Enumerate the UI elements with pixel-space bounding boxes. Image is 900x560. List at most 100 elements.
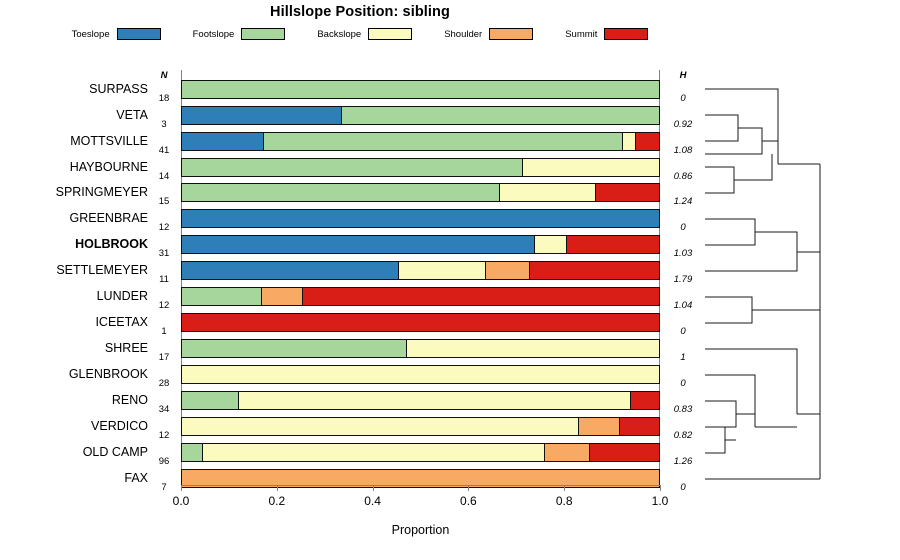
stacked-bar[interactable] xyxy=(181,416,660,436)
bar-segment-footslope[interactable] xyxy=(182,443,203,461)
stacked-bar[interactable] xyxy=(181,313,660,333)
stacked-bar[interactable] xyxy=(181,79,660,99)
stacked-bar[interactable] xyxy=(181,105,660,125)
bar-segment-backslope[interactable] xyxy=(535,236,568,254)
bar-segment-footslope[interactable] xyxy=(182,288,263,306)
bar-row xyxy=(181,157,660,177)
bar-segment-backslope[interactable] xyxy=(202,443,545,461)
n-value: 28 xyxy=(158,378,170,390)
n-column: 18 3 41 14 15 12 31 11 12 1 17 28 34 12 96 7 xyxy=(150,70,178,493)
x-tick xyxy=(276,485,278,491)
bar-segment-backslope[interactable] xyxy=(623,132,636,150)
bar-row xyxy=(181,468,660,488)
bar-segment-summit[interactable] xyxy=(302,288,659,306)
bar-segment-backslope[interactable] xyxy=(522,158,659,176)
bar-segment-footslope[interactable] xyxy=(341,106,659,124)
h-value: 1.08 xyxy=(673,144,693,156)
bar-segment-summit[interactable] xyxy=(595,184,659,202)
series-label: HOLBROOK xyxy=(75,237,148,252)
bar-segment-shoulder[interactable] xyxy=(182,469,659,487)
x-tick-label: 1.0 xyxy=(651,494,669,508)
bar-row xyxy=(181,390,660,410)
stacked-bar[interactable] xyxy=(181,442,660,462)
bar-segment-backslope[interactable] xyxy=(398,262,486,280)
bar-segment-toeslope[interactable] xyxy=(182,106,342,124)
stacked-bar[interactable] xyxy=(181,183,660,203)
series-label: VETA xyxy=(116,107,148,122)
bar-segment-summit[interactable] xyxy=(619,417,659,435)
bar-row xyxy=(181,287,660,307)
h-value: 0 xyxy=(680,92,686,104)
bar-segment-footslope[interactable] xyxy=(182,80,659,98)
x-tick-label: 0.6 xyxy=(460,494,477,508)
x-tick-label: 0.2 xyxy=(268,494,286,508)
stacked-bar[interactable] xyxy=(181,339,660,359)
bar-segment-backslope[interactable] xyxy=(182,366,659,384)
n-value: 1 xyxy=(161,326,167,338)
stacked-bar[interactable] xyxy=(181,287,660,307)
bar-segment-toeslope[interactable] xyxy=(182,262,399,280)
stacked-bar[interactable] xyxy=(181,235,660,255)
x-tick xyxy=(564,485,566,491)
stacked-bar[interactable] xyxy=(181,209,660,229)
cluster-dendrogram xyxy=(700,60,900,500)
n-value: 7 xyxy=(161,481,167,493)
n-value: 12 xyxy=(158,300,170,312)
stacked-bar[interactable] xyxy=(181,365,660,385)
bar-segment-summit[interactable] xyxy=(530,262,659,280)
bar-segment-toeslope[interactable] xyxy=(182,236,536,254)
bar-row xyxy=(181,416,660,436)
bar-segment-footslope[interactable] xyxy=(182,184,500,202)
bar-segment-summit[interactable] xyxy=(590,443,659,461)
bar-segment-backslope[interactable] xyxy=(182,417,579,435)
bar-segment-toeslope[interactable] xyxy=(182,132,265,150)
series-label: LUNDER xyxy=(96,289,148,304)
h-value: 1.26 xyxy=(673,455,693,467)
dendrogram-svg xyxy=(705,88,821,480)
bar-segment-backslope[interactable] xyxy=(407,340,659,358)
n-value: 41 xyxy=(158,144,170,156)
x-tick-label: 0.4 xyxy=(364,494,381,508)
bar-segment-backslope[interactable] xyxy=(239,391,631,409)
bar-segment-toeslope[interactable] xyxy=(182,210,659,228)
bar-row xyxy=(181,79,660,99)
bar-row xyxy=(181,261,660,281)
legend: Toeslope Footslope Backslope Shoulder Summit xyxy=(0,25,720,43)
bar-segment-footslope[interactable] xyxy=(264,132,624,150)
legend-label: Backslope xyxy=(317,28,362,40)
bar-segment-summit[interactable] xyxy=(630,391,659,409)
h-value: 0.83 xyxy=(673,403,693,415)
legend-label: Toeslope xyxy=(71,28,110,40)
bar-segment-shoulder[interactable] xyxy=(485,262,531,280)
stacked-bar[interactable] xyxy=(181,261,660,281)
x-tick-label: 0.8 xyxy=(555,494,573,508)
stacked-bar[interactable] xyxy=(181,131,660,151)
bar-row xyxy=(181,131,660,151)
bar-segment-footslope[interactable] xyxy=(182,158,523,176)
series-label: VERDICO xyxy=(91,418,148,433)
series-label: OLD CAMP xyxy=(82,444,148,459)
n-value: 96 xyxy=(158,455,170,467)
bar-segment-footslope[interactable] xyxy=(182,391,240,409)
bar-segment-footslope[interactable] xyxy=(182,340,408,358)
bar-segment-summit[interactable] xyxy=(567,236,659,254)
stacked-bar[interactable] xyxy=(181,157,660,177)
bar-segment-shoulder[interactable] xyxy=(544,443,591,461)
bar-segment-shoulder[interactable] xyxy=(262,288,303,306)
h-value: 0.82 xyxy=(673,429,693,441)
bar-row xyxy=(181,183,660,203)
n-value: 15 xyxy=(158,196,170,208)
bar-segment-backslope[interactable] xyxy=(499,184,596,202)
h-value: 0 xyxy=(680,378,686,390)
stacked-bar[interactable] xyxy=(181,390,660,410)
bar-segment-summit[interactable] xyxy=(635,132,659,150)
bar-row xyxy=(181,235,660,255)
h-value: 1.04 xyxy=(673,300,693,312)
bar-segment-summit[interactable] xyxy=(182,314,659,332)
bar-segment-shoulder[interactable] xyxy=(578,417,620,435)
x-axis-line xyxy=(181,485,660,486)
stacked-bar[interactable] xyxy=(181,468,660,488)
n-value: 17 xyxy=(158,352,170,364)
series-label: FAX xyxy=(124,470,148,485)
